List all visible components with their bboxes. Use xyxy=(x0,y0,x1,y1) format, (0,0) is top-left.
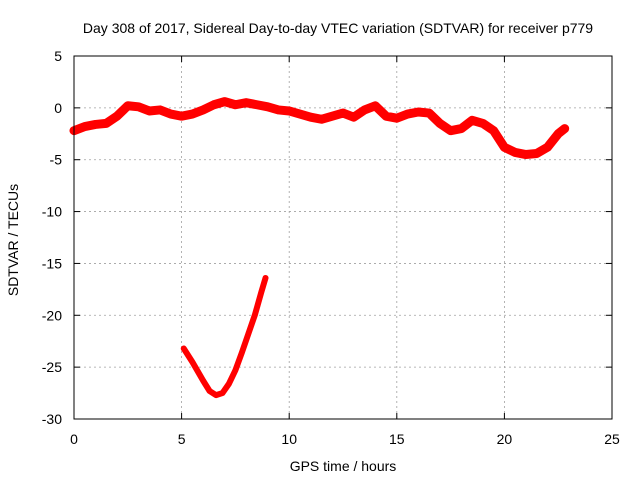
main-band-point xyxy=(243,100,249,106)
y-tick-label: -25 xyxy=(42,359,62,375)
main-band-point xyxy=(469,117,475,123)
y-tick-label: -15 xyxy=(42,255,62,271)
x-tick-label: 20 xyxy=(497,431,513,447)
x-axis-ticks: 0 5 10 15 20 25 xyxy=(70,56,620,447)
main-band-point xyxy=(491,128,497,134)
main-band-point xyxy=(562,126,568,132)
dip-curve-point xyxy=(181,345,187,351)
main-band-point xyxy=(480,120,486,126)
x-tick-label: 10 xyxy=(281,431,297,447)
dip-curve-point xyxy=(239,350,245,356)
main-band-point xyxy=(93,121,99,127)
main-band-point xyxy=(125,103,131,109)
main-band-point xyxy=(318,116,324,122)
main-band-point xyxy=(372,103,378,109)
y-tick-label: 5 xyxy=(54,48,62,64)
dip-curve-point xyxy=(263,275,269,281)
main-band-point xyxy=(157,107,163,113)
main-band-point xyxy=(200,107,206,113)
dip-curve-point xyxy=(258,289,264,295)
main-band-point xyxy=(448,128,454,134)
main-band-point xyxy=(362,107,368,113)
main-band-point xyxy=(351,114,357,120)
main-band-point xyxy=(168,111,174,117)
y-tick-label: -5 xyxy=(50,152,63,168)
y-tick-label: -10 xyxy=(42,204,62,220)
main-band-point xyxy=(437,120,443,126)
dip-curve-trace xyxy=(180,274,269,399)
plot-frame xyxy=(73,55,613,420)
y-tick-label: 0 xyxy=(54,100,62,116)
main-band-point xyxy=(308,114,314,120)
x-tick-label: 5 xyxy=(178,431,186,447)
main-band-point xyxy=(254,102,260,108)
dip-curve-point xyxy=(219,390,225,396)
main-band-point xyxy=(383,113,389,119)
main-band-point xyxy=(512,149,518,155)
x-tick-label: 15 xyxy=(389,431,405,447)
dip-curve-point xyxy=(189,359,195,365)
main-band-point xyxy=(82,124,88,130)
main-band-point xyxy=(415,109,421,115)
main-band-point xyxy=(114,113,120,119)
main-band-point xyxy=(222,99,228,105)
dip-curve-point xyxy=(232,367,238,373)
main-band-point xyxy=(275,107,281,113)
x-tick-label: 25 xyxy=(604,431,620,447)
chart-title: Day 308 of 2017, Sidereal Day-to-day VTE… xyxy=(83,20,593,36)
main-band-point xyxy=(297,111,303,117)
main-band-point xyxy=(265,104,271,110)
main-band-point xyxy=(329,113,335,119)
main-band-point xyxy=(340,110,346,116)
y-axis-label: SDTVAR / TECUs xyxy=(5,184,21,296)
dip-curve-point xyxy=(252,312,258,318)
dip-curve-point xyxy=(213,392,219,398)
main-band-point xyxy=(179,113,185,119)
main-band-point xyxy=(146,108,152,114)
x-axis-label: GPS time / hours xyxy=(290,458,397,474)
y-axis-ticks: 5 0 -5 -10 -15 -20 -25 -30 xyxy=(42,48,612,427)
main-band-point xyxy=(534,150,540,156)
main-band-point xyxy=(544,144,550,150)
main-band-point xyxy=(458,126,464,132)
x-tick-label: 0 xyxy=(70,431,78,447)
main-band-point xyxy=(501,144,507,150)
y-tick-label: -20 xyxy=(42,307,62,323)
data-marks xyxy=(69,97,570,399)
dip-curve-point xyxy=(245,331,251,337)
dip-curve-point xyxy=(207,388,213,394)
dip-curve-point xyxy=(226,381,232,387)
main-band-point xyxy=(136,104,142,110)
y-tick-label: -30 xyxy=(42,411,62,427)
dip-curve-point xyxy=(200,378,206,384)
main-band-point xyxy=(405,111,411,117)
main-band-point xyxy=(555,131,561,137)
main-band-point xyxy=(103,120,109,126)
main-band-point xyxy=(189,111,195,117)
main-band-point xyxy=(426,110,432,116)
main-band-point xyxy=(523,152,529,158)
main-band-point xyxy=(211,102,217,108)
main-band-point xyxy=(394,115,400,121)
main-band-point xyxy=(286,108,292,114)
main-band-point xyxy=(232,102,238,108)
